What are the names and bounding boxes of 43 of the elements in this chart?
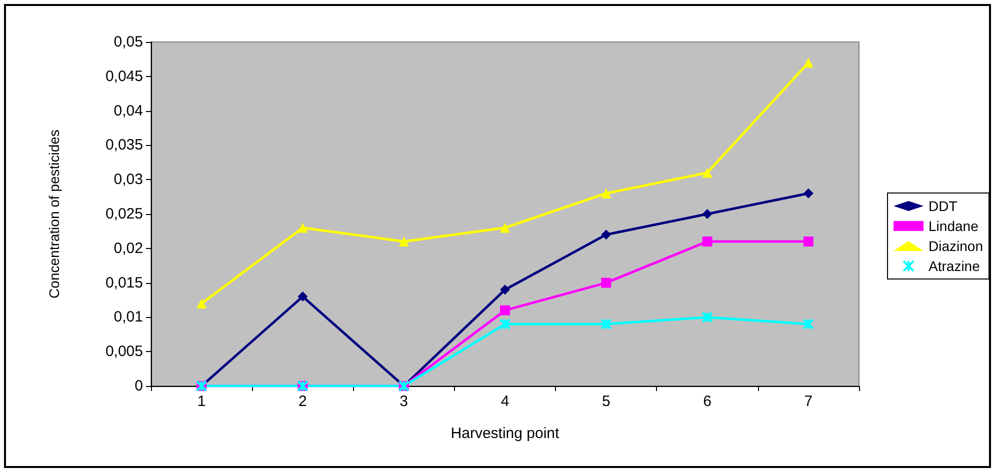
y-axis-title: Concentration of pesticides: [46, 130, 62, 298]
y-tick-label: 0,05: [114, 34, 143, 50]
point: [601, 278, 612, 288]
y-tick-label: 0,005: [105, 343, 143, 360]
point: [803, 188, 814, 198]
point: [500, 222, 510, 233]
x-tick-label: 7: [804, 393, 813, 410]
point: [196, 298, 207, 308]
x-tick-label: 6: [703, 393, 712, 410]
point: [803, 58, 814, 68]
point: [500, 305, 510, 316]
x-axis-title: Harvesting point: [450, 425, 560, 442]
y-tick-label: 0,03: [114, 171, 143, 188]
point: [702, 168, 712, 178]
point: [298, 292, 308, 302]
point: [298, 222, 308, 233]
point: [500, 284, 510, 295]
x-tick-label: 5: [602, 393, 610, 410]
point: [803, 236, 814, 247]
legend-label: Lindane: [928, 218, 979, 234]
point: [600, 318, 612, 330]
point: [499, 318, 511, 330]
legend-label: Atrazine: [928, 258, 980, 274]
x-tick-label: 1: [197, 393, 206, 410]
y-tick-label: 0,04: [114, 102, 143, 120]
y-tick-label: 0,045: [105, 68, 143, 85]
point: [702, 311, 714, 323]
y-tick-label: 0: [134, 378, 143, 394]
y-tick-label: 0,02: [114, 240, 143, 257]
point: [601, 230, 612, 240]
point: [398, 236, 409, 247]
y-tick-label: 0,015: [105, 274, 143, 292]
legend-label: Diazinon: [928, 238, 984, 254]
x-tick-label: 2: [298, 393, 307, 410]
point: [702, 209, 712, 219]
y-tick-label: 0,01: [114, 308, 143, 326]
y-tick-label: 0,025: [105, 206, 143, 222]
legend-label: DDT: [928, 198, 958, 214]
x-tick-label: 4: [500, 393, 510, 410]
x-tick-label: 3: [400, 393, 408, 410]
y-tick-label: 0,035: [105, 136, 143, 154]
point: [702, 236, 712, 247]
point: [601, 188, 612, 198]
